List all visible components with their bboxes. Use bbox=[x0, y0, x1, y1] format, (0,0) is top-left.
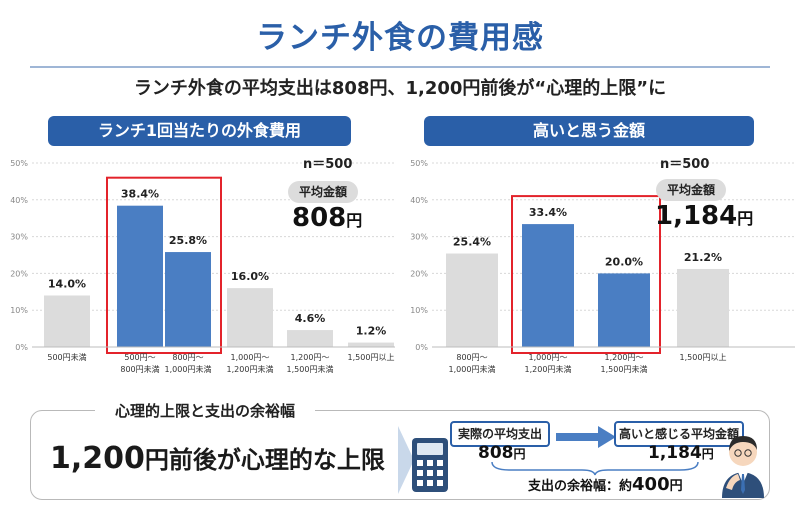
chart1-average-value: 808円 bbox=[292, 203, 362, 233]
chart2-bar bbox=[598, 273, 650, 347]
chart2-bar bbox=[446, 253, 498, 347]
chart2-category-label: 1,000円未満 bbox=[449, 364, 496, 374]
chart2-ytick-label: 10% bbox=[410, 306, 428, 315]
chart2-ytick-label: 20% bbox=[410, 269, 428, 278]
page-title: ランチ外食の費用感 bbox=[256, 20, 544, 56]
summary-label: 心理的上限と支出の余裕幅 bbox=[95, 398, 315, 424]
chart2-category-label: 800円～ bbox=[456, 353, 487, 362]
actual-average-value: 808円 bbox=[478, 443, 526, 463]
thinking-person-icon bbox=[722, 436, 764, 498]
chart1-data-label: 38.4% bbox=[121, 188, 159, 201]
chart1-bar bbox=[348, 342, 394, 347]
chart2-n-label: n＝500 bbox=[660, 157, 710, 172]
actual-average-unit: 円 bbox=[513, 447, 526, 461]
chart1-category-label: 800円～ bbox=[172, 353, 203, 362]
chart1-data-label: 4.6% bbox=[295, 312, 326, 325]
chart1-average-badge: 平均金額 bbox=[288, 181, 358, 203]
margin-bracket bbox=[491, 462, 699, 476]
chart2-average-unit: 円 bbox=[737, 209, 754, 228]
chart1-data-label: 1.2% bbox=[356, 325, 387, 338]
chart1-ytick-label: 40% bbox=[10, 196, 28, 205]
chevron-right-icon bbox=[398, 426, 414, 494]
chart1-bar bbox=[44, 295, 90, 347]
chart1-category-label: 500円～ bbox=[124, 353, 155, 362]
chart2-ytick-label: 50% bbox=[410, 159, 428, 168]
chart1-category-label: 1,000円～ bbox=[231, 353, 270, 362]
high-average-number: 1,184 bbox=[648, 443, 702, 463]
chart2-category-label: 1,000円～ bbox=[529, 353, 568, 362]
chart1-bar bbox=[117, 205, 163, 347]
chart2-category-label: 1,500円未満 bbox=[601, 364, 648, 374]
actual-average-number: 808 bbox=[478, 443, 514, 463]
margin-prefix: 支出の余裕幅：約 bbox=[528, 479, 633, 494]
summary-headline: 1,200円前後が心理的な上限 bbox=[50, 440, 385, 476]
chart1-category-label: 500円未満 bbox=[47, 352, 86, 362]
chart1-n-label: n＝500 bbox=[303, 157, 353, 172]
high-average-tag: 高いと感じる平均金額 bbox=[614, 421, 744, 447]
chart1-category-label: 1,200円未満 bbox=[227, 364, 274, 374]
chart1-highlight-frame bbox=[106, 176, 222, 354]
chart2-ytick-label: 40% bbox=[410, 196, 428, 205]
chart2-data-label: 25.4% bbox=[453, 236, 491, 249]
chart1-data-label: 25.8% bbox=[169, 234, 207, 247]
page-subtitle: ランチ外食の平均支出は808円、1,200円前後が“心理的上限”に bbox=[133, 78, 667, 99]
chart1-data-label: 14.0% bbox=[48, 277, 86, 290]
margin-text: 支出の余裕幅：約400円 bbox=[528, 474, 683, 495]
chart1-title: ランチ1回当たりの外食費用 bbox=[48, 116, 351, 146]
high-average-value: 1,184円 bbox=[648, 443, 714, 463]
chart2-svg: 0% 10% 20% 30% 40% 50% 25.4% 800円～ 1,000円未満 33.4%… bbox=[410, 159, 795, 374]
chart1-bar bbox=[165, 252, 211, 347]
chart2-bar bbox=[522, 224, 574, 347]
chart2-average-number: 1,184 bbox=[655, 201, 738, 231]
calculator-icon bbox=[412, 438, 448, 492]
chart2-ytick-label: 0% bbox=[415, 343, 428, 352]
chart1-ytick-label: 30% bbox=[10, 233, 28, 242]
title-divider bbox=[30, 66, 770, 68]
chart2-category-label: 1,500円以上 bbox=[680, 353, 727, 362]
headline-number: 1,200 bbox=[50, 441, 145, 476]
chart1-average-number: 808 bbox=[292, 203, 347, 233]
chart1-bar bbox=[287, 330, 333, 347]
chart1-ytick-label: 0% bbox=[15, 343, 28, 352]
chart1-bar bbox=[227, 288, 273, 347]
chart2-bar bbox=[677, 268, 729, 347]
chart2-category-label: 1,200円未満 bbox=[525, 364, 572, 374]
chart1-ytick-label: 10% bbox=[10, 306, 28, 315]
headline-text: 円前後が心理的な上限 bbox=[144, 446, 385, 474]
chart1-average-unit: 円 bbox=[346, 211, 363, 230]
chart1-category-label: 1,500円以上 bbox=[348, 353, 395, 362]
chart2-ytick-label: 30% bbox=[410, 233, 428, 242]
arrow-right-icon bbox=[556, 426, 616, 448]
chart1-data-label: 16.0% bbox=[231, 270, 269, 283]
chart2-data-label: 33.4% bbox=[529, 206, 567, 219]
margin-number: 400 bbox=[632, 474, 670, 495]
chart1-category-label: 800円未満 bbox=[120, 364, 159, 374]
chart2-title: 高いと思う金額 bbox=[424, 116, 754, 146]
chart2-data-label: 20.0% bbox=[605, 255, 643, 268]
margin-unit: 円 bbox=[669, 479, 683, 494]
chart1-category-label: 1,000円未満 bbox=[165, 364, 212, 374]
chart1-ytick-label: 20% bbox=[10, 269, 28, 278]
actual-average-tag: 実際の平均支出 bbox=[450, 421, 550, 447]
chart1-svg: 0% 10% 20% 30% 40% 50% 14.0% 500円未満 38.4% 500円～ 80… bbox=[10, 159, 395, 374]
high-average-unit: 円 bbox=[701, 447, 714, 461]
chart2-highlight-frame bbox=[511, 195, 661, 355]
chart2-average-value: 1,184円 bbox=[655, 201, 753, 231]
chart2-category-label: 1,200円～ bbox=[605, 353, 644, 362]
chart2-data-label: 21.2% bbox=[684, 251, 722, 264]
chart1-category-label: 1,200円～ bbox=[291, 353, 330, 362]
chart1-ytick-label: 50% bbox=[10, 159, 28, 168]
chart2-average-badge: 平均金額 bbox=[656, 179, 726, 201]
chart1-category-label: 1,500円未満 bbox=[287, 364, 334, 374]
